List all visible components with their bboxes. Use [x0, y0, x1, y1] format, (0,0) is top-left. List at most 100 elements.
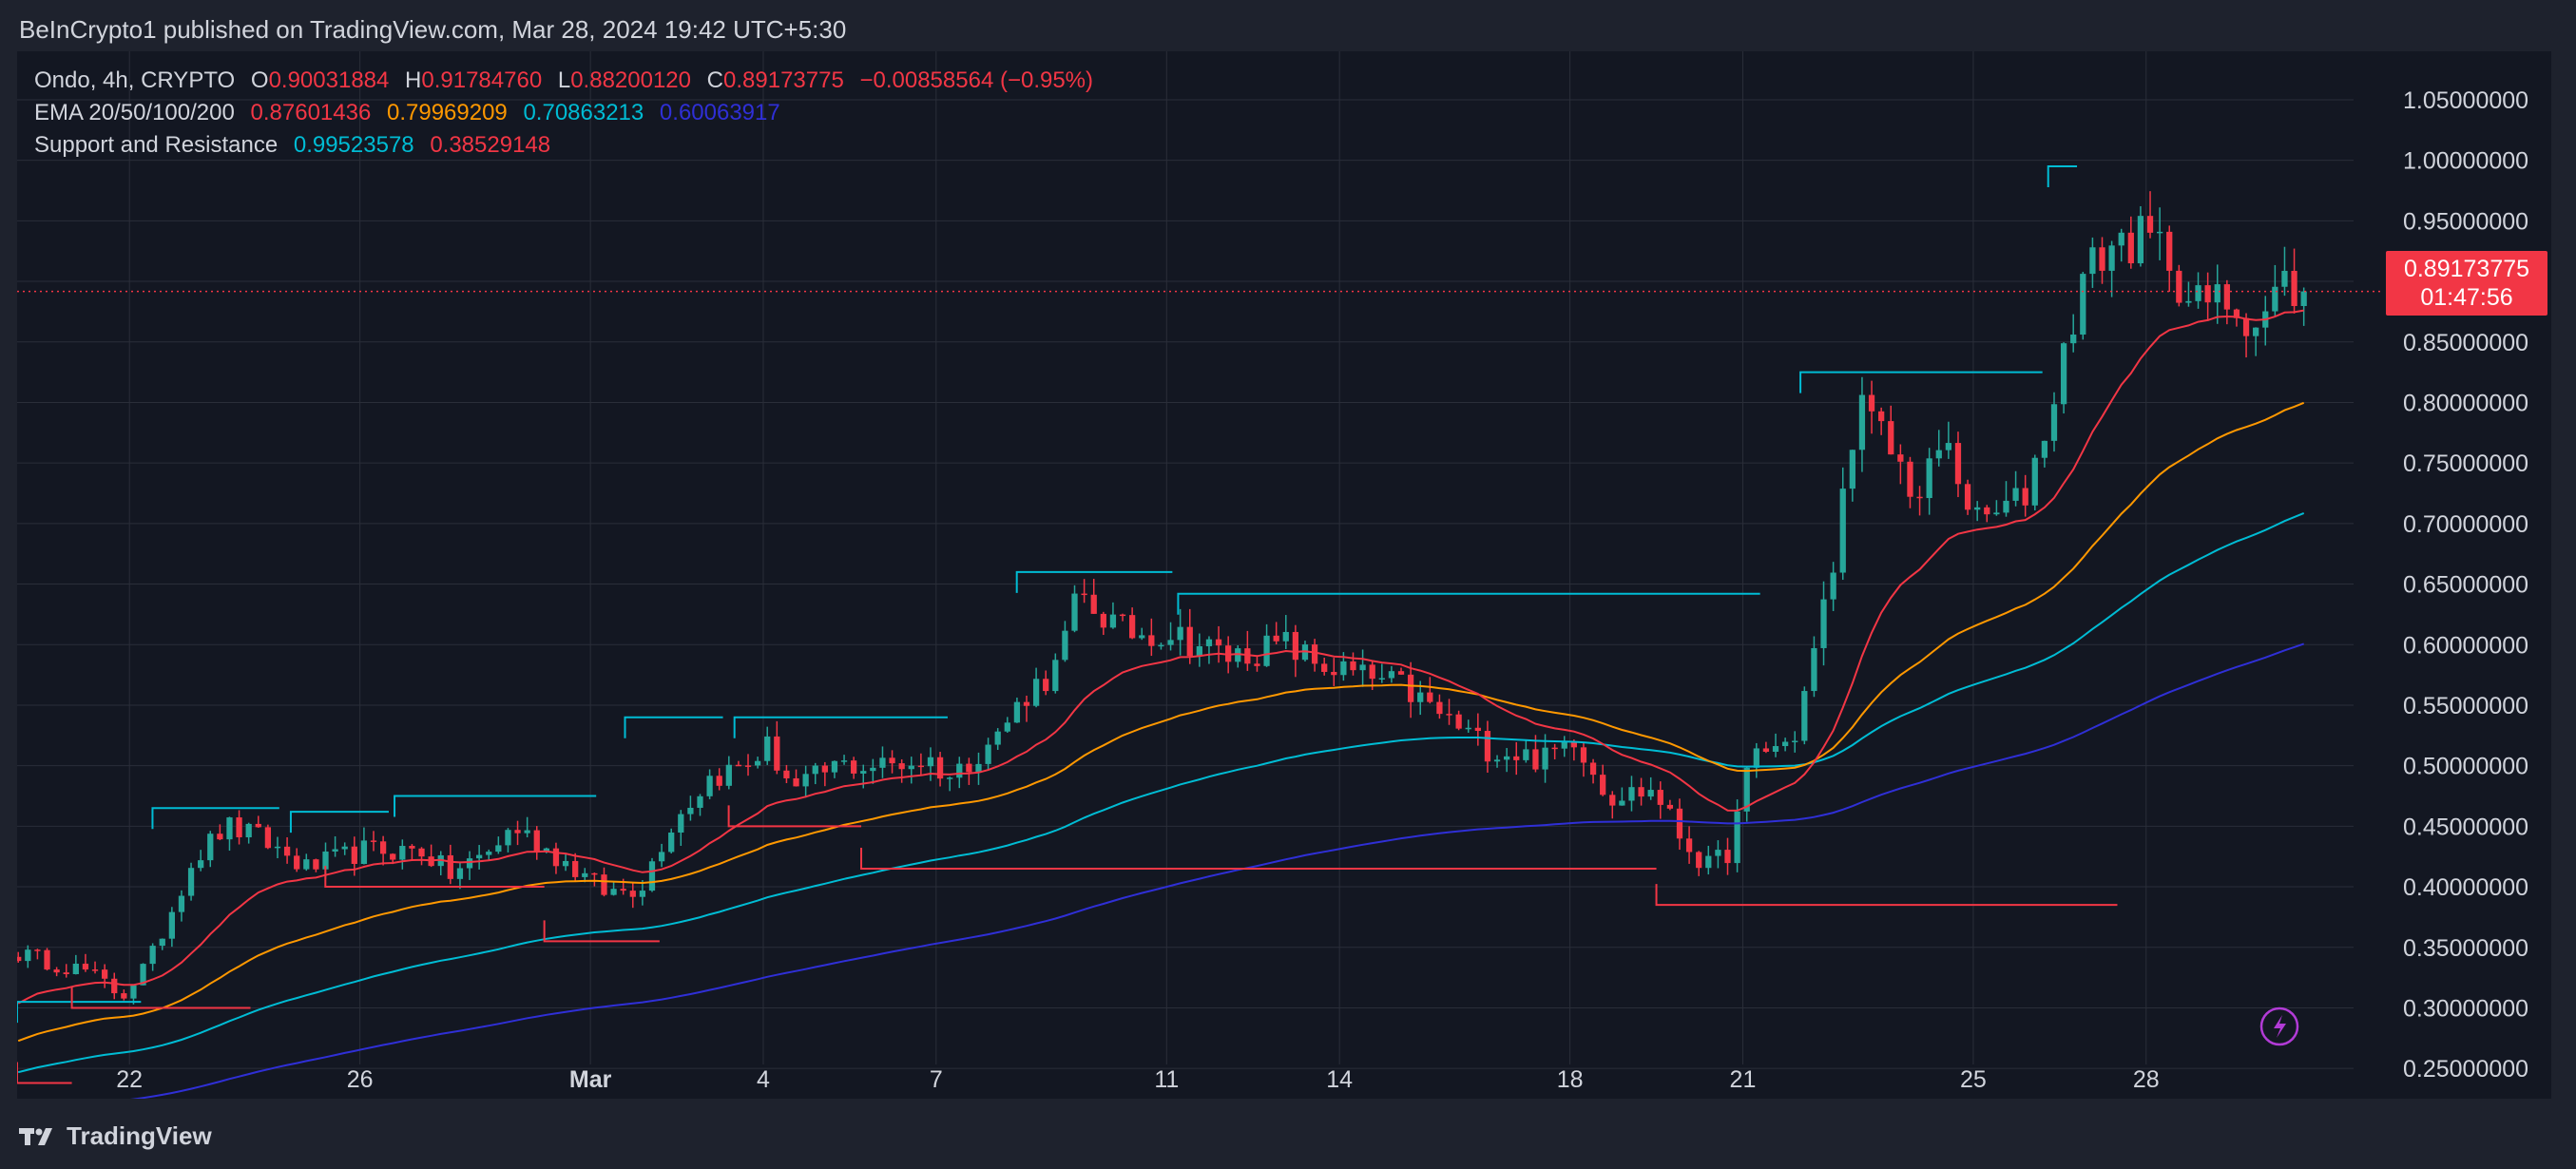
- candle-body: [2242, 317, 2250, 336]
- candle-body: [1858, 394, 1866, 450]
- candle-body: [82, 963, 89, 970]
- candle-body: [860, 771, 867, 774]
- x-tick-label: 25: [1960, 1066, 1987, 1093]
- candle-body: [1685, 838, 1693, 853]
- x-tick-label: 18: [1557, 1066, 1584, 1093]
- candle-body: [1935, 450, 1942, 459]
- candle-body: [1235, 648, 1241, 662]
- x-tick-label: 26: [347, 1066, 374, 1093]
- legend-ohlc[interactable]: Ondo, 4h, CRYPTO O0.90031884 H0.91784760…: [34, 67, 1103, 94]
- candle-body: [1926, 458, 1932, 499]
- y-tick-label: 1.05000000: [2403, 87, 2528, 114]
- candle-body: [1945, 443, 1951, 450]
- lightning-icon: [2259, 1006, 2299, 1046]
- candle-body: [2003, 500, 2009, 513]
- candle-body: [936, 757, 944, 779]
- footer-brand[interactable]: TradingView: [19, 1121, 212, 1151]
- candle-body: [1781, 741, 1789, 747]
- candle-body: [1964, 484, 1971, 510]
- candle-body: [2204, 285, 2211, 303]
- candle-body: [1032, 679, 1040, 706]
- candle-body: [332, 849, 338, 852]
- candle-body: [2127, 232, 2134, 264]
- candle-body: [1128, 615, 1136, 639]
- resistance-level: [17, 1001, 142, 1024]
- candle-body: [2214, 284, 2220, 303]
- candle-body: [34, 949, 41, 951]
- candle-body: [639, 891, 646, 897]
- candle-body: [1455, 714, 1462, 729]
- support-level: [70, 987, 251, 1009]
- chart-svg[interactable]: 1.050000001.000000000.950000000.90000000…: [17, 51, 2551, 1099]
- candle-body: [1004, 722, 1010, 732]
- candle-body: [1331, 671, 1337, 676]
- y-tick-label: 0.70000000: [2403, 511, 2528, 538]
- candle-body: [2223, 284, 2230, 310]
- candle-body: [821, 765, 828, 773]
- resistance-level: [151, 807, 279, 830]
- y-tick-label: 0.30000000: [2403, 995, 2528, 1022]
- candle-body: [2281, 270, 2288, 287]
- candle-body: [409, 846, 415, 849]
- candle-body: [783, 770, 790, 778]
- candle-body: [610, 889, 617, 895]
- candle-body: [159, 938, 165, 947]
- resistance-level: [394, 795, 597, 817]
- tradingview-logo-icon: [19, 1127, 52, 1145]
- candle-body: [1792, 740, 1798, 742]
- candle-body: [1666, 804, 1674, 809]
- legend-ema-label[interactable]: EMA 20/50/100/200: [34, 100, 235, 125]
- legend-symbol[interactable]: Ondo, 4h, CRYPTO: [34, 67, 236, 93]
- candle-body: [25, 949, 31, 962]
- candle-body: [947, 777, 953, 779]
- support-level: [17, 1062, 72, 1084]
- y-tick-label: 0.55000000: [2403, 693, 2528, 719]
- ema100-line: [17, 511, 2305, 1074]
- legend-l-value: 0.88200120: [570, 67, 691, 93]
- candle-body: [2012, 488, 2019, 501]
- x-tick-label: 28: [2133, 1066, 2160, 1093]
- candle-body: [678, 814, 684, 834]
- legend-change: −0.00858564 (−0.95%): [859, 67, 1094, 93]
- chart-frame[interactable]: 1.050000001.000000000.950000000.90000000…: [17, 51, 2551, 1099]
- x-tick-label: 22: [116, 1066, 143, 1093]
- candle-body: [1715, 850, 1721, 856]
- candle-body: [2070, 335, 2077, 344]
- y-tick-label: 0.25000000: [2403, 1056, 2528, 1083]
- legend-c-label: C: [706, 67, 724, 93]
- candle-body: [1493, 759, 1501, 762]
- candle-body: [303, 859, 310, 870]
- candle-body: [322, 851, 329, 870]
- candle-body: [178, 895, 185, 912]
- candle-body: [121, 993, 127, 999]
- candle-body: [486, 852, 492, 855]
- candle-body: [360, 840, 368, 865]
- candle-body: [1043, 679, 1049, 692]
- candle-body: [1724, 850, 1731, 864]
- legend-ema[interactable]: EMA 20/50/100/200 0.87601436 0.79969209 …: [34, 100, 790, 126]
- candle-body: [1350, 661, 1356, 671]
- y-tick-label: 0.50000000: [2403, 754, 2528, 780]
- candle-body: [1772, 746, 1779, 752]
- candle-body: [1897, 454, 1904, 462]
- candle-body: [149, 946, 156, 965]
- publisher-caption: BeInCrypto1 published on TradingView.com…: [19, 15, 846, 45]
- y-tick-label: 0.95000000: [2403, 208, 2528, 235]
- legend-sr-label[interactable]: Support and Resistance: [34, 132, 279, 158]
- candle-body: [2156, 231, 2163, 234]
- candle-body: [102, 969, 108, 979]
- candle-body: [264, 827, 272, 849]
- candle-body: [63, 972, 69, 975]
- candle-body: [1359, 664, 1366, 671]
- legend-sr[interactable]: Support and Resistance 0.99523578 0.3852…: [34, 132, 560, 159]
- candle-body: [1013, 701, 1021, 723]
- candle-body: [1446, 714, 1452, 716]
- resistance-level: [733, 716, 948, 738]
- candle-body: [418, 848, 425, 857]
- resistance-level: [1177, 592, 1760, 615]
- candle-body: [1369, 664, 1375, 680]
- candle-body: [2050, 404, 2058, 441]
- candle-body: [917, 765, 925, 768]
- candle-body: [1205, 639, 1213, 646]
- candle-body: [1647, 790, 1654, 797]
